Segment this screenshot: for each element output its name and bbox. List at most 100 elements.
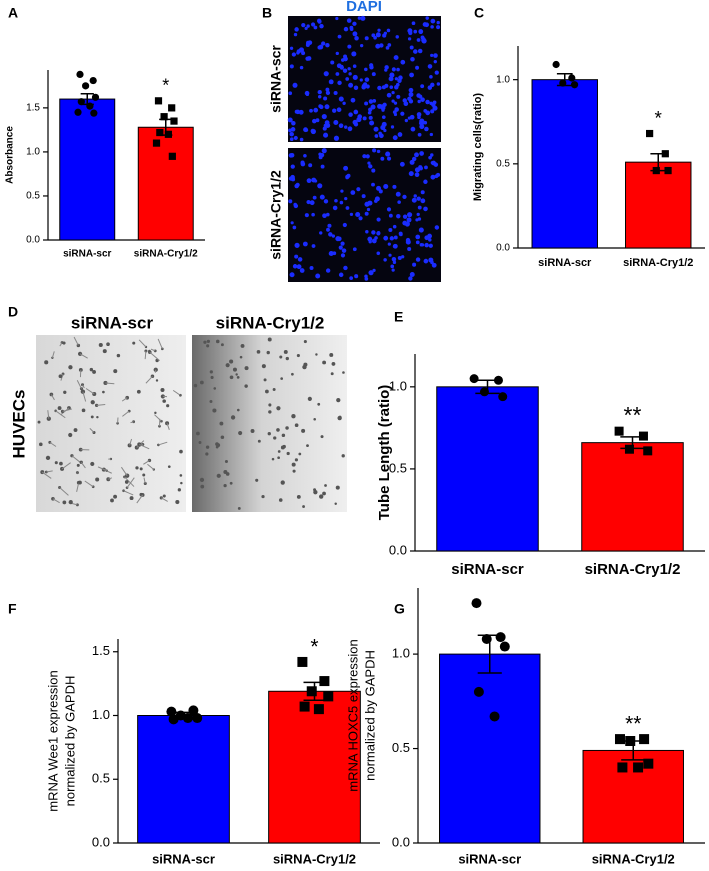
nucleus (414, 152, 419, 158)
data-point (152, 139, 161, 147)
data-point (299, 701, 310, 712)
nucleus (406, 217, 412, 223)
nucleus (299, 137, 304, 142)
nucleus (308, 163, 313, 168)
cell (256, 350, 261, 354)
nucleus (344, 196, 348, 201)
nucleus (318, 155, 323, 160)
data-point (643, 446, 653, 456)
cell (303, 340, 307, 344)
nucleus (305, 56, 310, 61)
cell (78, 480, 82, 485)
cell (39, 442, 43, 447)
cell (203, 340, 207, 344)
nucleus (364, 67, 368, 72)
tube (144, 350, 147, 360)
column-label: siRNA-Cry1/2 (216, 313, 325, 332)
data-point (76, 70, 84, 79)
nucleus (369, 65, 374, 70)
tube (82, 391, 87, 402)
data-point (652, 166, 660, 175)
cell (219, 421, 224, 426)
nucleus (424, 165, 428, 170)
data-point (323, 691, 334, 702)
nucleus (409, 159, 415, 165)
tube (49, 441, 57, 447)
tube (89, 427, 95, 433)
nucleus (305, 43, 310, 47)
cell (179, 449, 183, 454)
data-point (89, 76, 97, 85)
nucleus (333, 90, 338, 96)
nucleus (330, 60, 335, 65)
y-axis-label: mRNA Wee1 expression (45, 670, 60, 811)
nucleus (425, 110, 431, 116)
cell (291, 414, 296, 419)
y-tick-label: 1.0 (389, 378, 407, 393)
nucleus (384, 65, 389, 70)
nucleus (309, 265, 314, 270)
nucleus (368, 115, 373, 120)
y-tick-label: 0.0 (26, 235, 40, 246)
nucleus (373, 35, 377, 40)
cell (216, 473, 221, 478)
nucleus (433, 59, 437, 64)
nucleus (418, 30, 423, 35)
nucleus (289, 64, 294, 69)
nucleus (347, 67, 351, 71)
cell (59, 461, 63, 466)
cell (113, 494, 118, 499)
nucleus (425, 99, 430, 105)
nucleus (420, 97, 425, 102)
data-point (90, 109, 98, 117)
data-point (624, 444, 634, 454)
tube (76, 472, 78, 474)
tube (108, 477, 113, 480)
nucleus (299, 268, 305, 273)
nucleus (325, 90, 331, 96)
cell (81, 408, 86, 413)
cell (58, 374, 63, 379)
nucleus (353, 109, 359, 115)
cell (283, 349, 288, 354)
nucleus (328, 250, 334, 257)
nucleus (388, 213, 393, 218)
data-point (638, 431, 648, 441)
tube (50, 394, 55, 401)
cell (199, 380, 204, 385)
tube (172, 389, 181, 396)
data-point (568, 74, 576, 82)
nucleus (333, 119, 339, 125)
nucleus (398, 231, 403, 236)
nucleus (368, 164, 373, 169)
nucleus (428, 155, 432, 160)
nucleus (289, 131, 294, 137)
nucleus (417, 205, 422, 210)
nucleus (357, 16, 362, 20)
nucleus (388, 228, 393, 233)
nucleus (350, 97, 356, 103)
tube (145, 375, 153, 384)
x-tick-label: siRNA-scr (451, 561, 524, 578)
tube (136, 494, 144, 504)
y-tick-label: 1.0 (92, 707, 110, 722)
data-point (614, 426, 624, 436)
cell (136, 389, 141, 394)
tube (129, 438, 133, 446)
nucleus (333, 135, 340, 141)
nucleus (412, 262, 417, 267)
nucleus (404, 221, 410, 227)
nucleus (418, 94, 423, 99)
nucleus (364, 274, 368, 278)
data-point (473, 686, 484, 697)
nucleus (342, 68, 348, 73)
nucleus (309, 108, 313, 113)
cell (244, 384, 248, 388)
nucleus (433, 162, 439, 167)
nucleus (376, 217, 381, 222)
tube (85, 388, 95, 395)
data-point (188, 705, 199, 716)
nucleus (320, 164, 325, 169)
cell (285, 356, 289, 361)
